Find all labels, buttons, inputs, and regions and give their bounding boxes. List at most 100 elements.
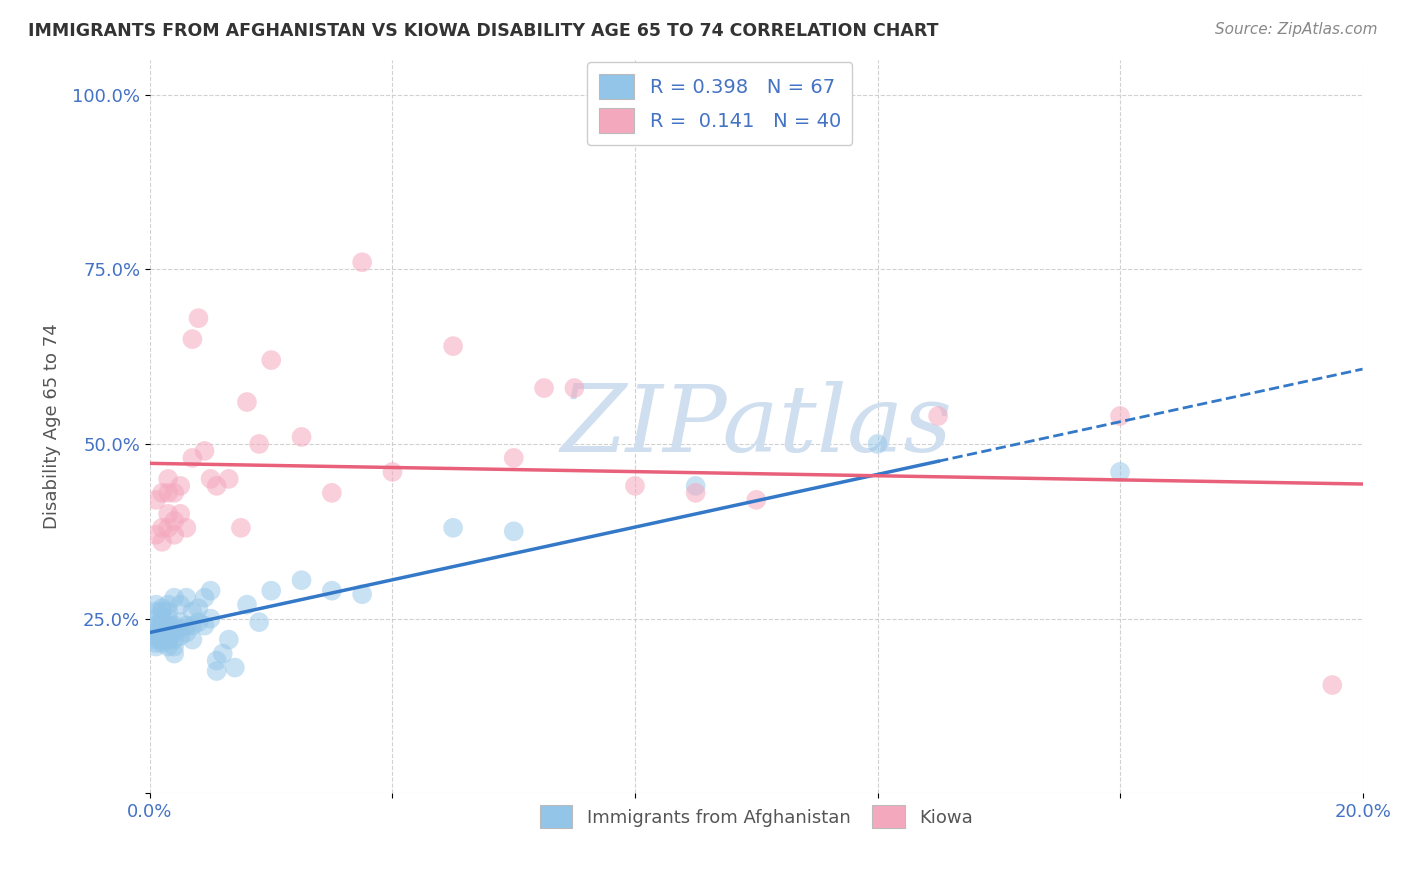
Point (169, 629, 191, 643)
Text: ZIPatlas: ZIPatlas (561, 382, 952, 472)
Point (150, 534, 173, 549)
Point (169, 615, 191, 629)
Text: Source: ZipAtlas.com: Source: ZipAtlas.com (1215, 22, 1378, 37)
Point (163, 625, 186, 640)
Point (290, 573, 312, 587)
Point (381, 465, 404, 479)
Point (176, 618, 198, 632)
Point (224, 660, 246, 674)
Point (157, 632, 180, 647)
Point (290, 430, 312, 444)
Y-axis label: Disability Age 65 to 74: Disability Age 65 to 74 (44, 324, 60, 529)
Point (187, 601, 209, 615)
Point (150, 632, 173, 647)
Point (260, 583, 283, 598)
Point (1109, 465, 1132, 479)
Point (157, 472, 180, 486)
Point (441, 339, 464, 353)
Point (176, 591, 198, 605)
Point (145, 605, 167, 619)
Point (321, 486, 343, 500)
Point (150, 622, 173, 636)
Point (150, 601, 173, 615)
Point (205, 654, 228, 668)
Point (145, 629, 167, 643)
Point (163, 632, 186, 647)
Point (163, 618, 186, 632)
Point (1109, 409, 1132, 423)
Point (200, 612, 222, 626)
Text: IMMIGRANTS FROM AFGHANISTAN VS KIOWA DISABILITY AGE 65 TO 74 CORRELATION CHART: IMMIGRANTS FROM AFGHANISTAN VS KIOWA DIS… (28, 22, 939, 40)
Point (145, 598, 167, 612)
Point (169, 479, 191, 493)
Legend: Immigrants from Afghanistan, Kiowa: Immigrants from Afghanistan, Kiowa (533, 798, 980, 836)
Point (163, 591, 186, 605)
Point (157, 507, 180, 521)
Point (163, 640, 186, 654)
Point (193, 618, 215, 632)
Point (157, 521, 180, 535)
Point (187, 311, 209, 326)
Point (205, 479, 228, 493)
Point (145, 632, 167, 647)
Point (441, 521, 464, 535)
Point (1322, 678, 1344, 692)
Point (150, 618, 173, 632)
Point (169, 622, 191, 636)
Point (157, 640, 180, 654)
Point (200, 472, 222, 486)
Point (260, 353, 283, 368)
Point (502, 524, 524, 539)
Point (157, 605, 180, 619)
Point (181, 450, 204, 465)
Point (145, 622, 167, 636)
Point (218, 472, 240, 486)
Point (157, 629, 180, 643)
Point (145, 528, 167, 542)
Point (157, 598, 180, 612)
Point (150, 605, 173, 619)
Point (163, 486, 186, 500)
Point (150, 615, 173, 629)
Point (866, 437, 889, 451)
Point (352, 587, 374, 601)
Point (229, 521, 252, 535)
Point (150, 612, 173, 626)
Point (533, 381, 555, 395)
Point (163, 528, 186, 542)
Point (193, 444, 215, 458)
Point (150, 629, 173, 643)
Point (236, 598, 259, 612)
Point (145, 618, 167, 632)
Point (176, 625, 198, 640)
Point (685, 486, 707, 500)
Point (181, 618, 204, 632)
Point (247, 437, 270, 451)
Point (157, 625, 180, 640)
Point (145, 492, 167, 507)
Point (157, 618, 180, 632)
Point (247, 615, 270, 629)
Point (181, 632, 204, 647)
Point (150, 636, 173, 650)
Point (150, 486, 173, 500)
Point (145, 636, 167, 650)
Point (745, 492, 768, 507)
Point (502, 450, 524, 465)
Point (181, 332, 204, 346)
Point (150, 521, 173, 535)
Point (236, 395, 259, 409)
Point (927, 409, 949, 423)
Point (205, 664, 228, 678)
Point (321, 583, 343, 598)
Point (564, 381, 586, 395)
Point (200, 583, 222, 598)
Point (145, 612, 167, 626)
Point (352, 255, 374, 269)
Point (169, 598, 191, 612)
Point (163, 514, 186, 528)
Point (218, 632, 240, 647)
Point (163, 647, 186, 661)
Point (181, 605, 204, 619)
Point (145, 640, 167, 654)
